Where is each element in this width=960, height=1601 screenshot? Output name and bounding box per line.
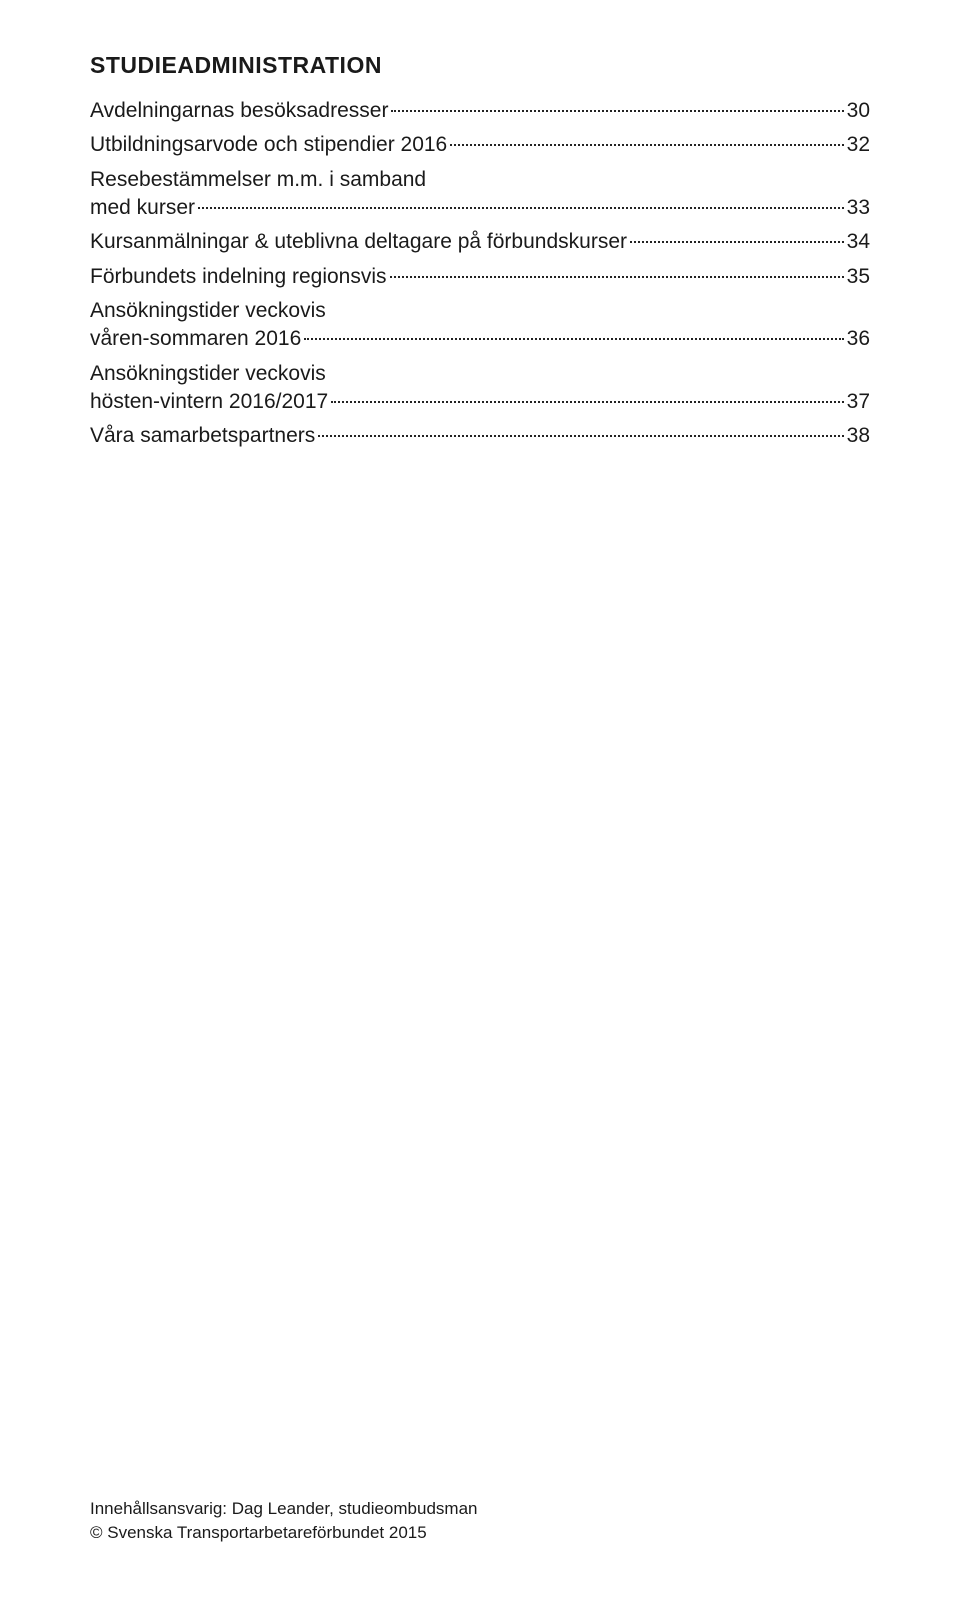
toc-entry: Resebestämmelser m.m. i samband med kurs… — [90, 166, 870, 223]
toc-page: 35 — [847, 263, 870, 291]
section-title: STUDIEADMINISTRATION — [90, 52, 870, 79]
toc-page: 34 — [847, 228, 870, 256]
toc-leader — [198, 207, 844, 209]
toc-label: Våra samarbetspartners — [90, 422, 315, 450]
toc-label: hösten-vintern 2016/2017 — [90, 388, 328, 416]
toc-page: 38 — [847, 422, 870, 450]
toc-entry: Avdelningarnas besöksadresser 30 — [90, 97, 870, 125]
toc-entry: Kursanmälningar & uteblivna deltagare på… — [90, 228, 870, 256]
toc-page: 36 — [847, 325, 870, 353]
footer-line1: Innehållsansvarig: Dag Leander, studieom… — [90, 1497, 477, 1521]
toc-label-line1: Resebestämmelser m.m. i samband — [90, 166, 870, 194]
toc-leader — [630, 241, 844, 243]
toc-label: med kurser — [90, 194, 195, 222]
toc-label: Kursanmälningar & uteblivna deltagare på… — [90, 228, 627, 256]
toc-entry: Utbildningsarvode och stipendier 2016 32 — [90, 131, 870, 159]
toc-leader — [450, 144, 843, 146]
footer: Innehållsansvarig: Dag Leander, studieom… — [90, 1497, 477, 1545]
toc-label-line1: Ansökningstider veckovis — [90, 297, 870, 325]
footer-line2: © Svenska Transportarbetareförbundet 201… — [90, 1521, 477, 1545]
toc-leader — [390, 276, 844, 278]
toc-page: 33 — [847, 194, 870, 222]
toc-leader — [318, 435, 843, 437]
page-container: STUDIEADMINISTRATION Avdelningarnas besö… — [0, 0, 960, 1601]
toc-label: våren-sommaren 2016 — [90, 325, 301, 353]
toc-entry: Ansökningstider veckovis våren-sommaren … — [90, 297, 870, 354]
toc-leader — [331, 401, 843, 403]
toc-entry: Förbundets indelning regionsvis 35 — [90, 263, 870, 291]
toc-leader — [391, 110, 843, 112]
toc-page: 37 — [847, 388, 870, 416]
toc-label: Förbundets indelning regionsvis — [90, 263, 387, 291]
toc-label: Avdelningarnas besöksadresser — [90, 97, 388, 125]
toc-entry: Våra samarbetspartners 38 — [90, 422, 870, 450]
toc-page: 32 — [847, 131, 870, 159]
toc-leader — [304, 338, 843, 340]
toc-page: 30 — [847, 97, 870, 125]
toc-label: Utbildningsarvode och stipendier 2016 — [90, 131, 447, 159]
toc-entry: Ansökningstider veckovis hösten-vintern … — [90, 360, 870, 417]
toc-label-line1: Ansökningstider veckovis — [90, 360, 870, 388]
